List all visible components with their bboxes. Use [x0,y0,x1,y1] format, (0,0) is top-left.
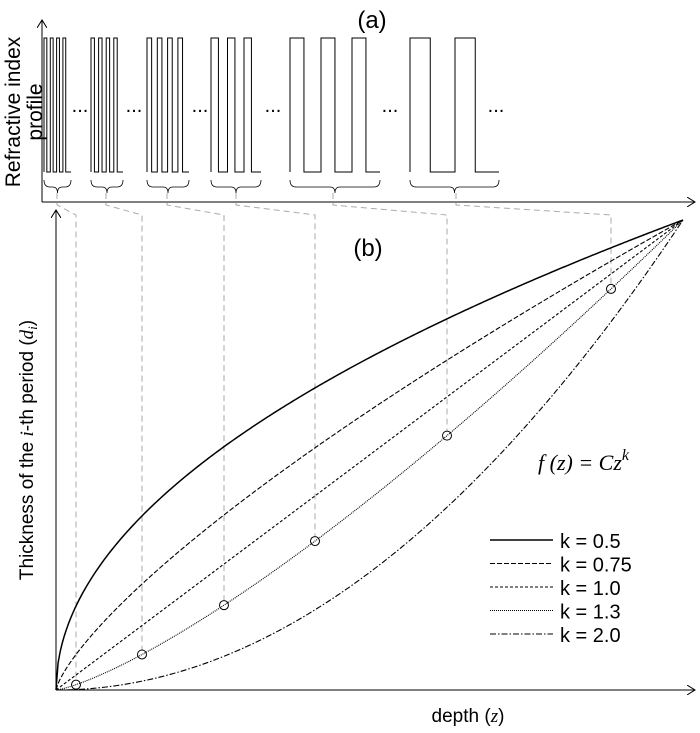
circle-marker [310,536,320,547]
guide-line [166,193,225,601]
ellipsis-group: .................. [72,95,505,117]
circle-marker [71,679,81,690]
legend-label: k = 0.5 [560,531,621,553]
ellipsis: ... [126,95,143,117]
panel-a-ylabel-line1: Refractive index [2,36,25,187]
curve-k-0.75 [55,219,684,691]
panel-b-xlabel: depth (z) [432,706,505,727]
panel-b-label: (b) [353,235,382,262]
curve-k-1 [55,219,684,691]
brace [210,179,262,194]
ellipsis: ... [265,95,282,117]
pulse-group [90,37,123,173]
brace [289,179,381,194]
circle-marker [606,283,616,294]
legend-label: k = 1.0 [560,578,621,600]
ellipsis: ... [488,95,505,117]
pulse-group [409,37,499,173]
curve-k-1.3 [55,219,684,691]
curve-k-0.5 [55,219,684,691]
pulse-group [289,37,380,173]
circle-marker [137,649,147,660]
panel-a-ylabel-line2: profile [24,83,47,140]
ellipsis: ... [382,95,399,117]
brace [409,179,500,194]
pulse-group [210,37,261,173]
guide-line [56,193,77,681]
guide-line [235,193,316,537]
refractive-index-profile [43,37,500,194]
circle-marker [442,430,452,441]
guide-line [332,193,448,432]
ellipsis: ... [72,95,89,117]
legend-label: k = 0.75 [560,555,632,577]
legend-label: k = 2.0 [560,625,621,647]
guide-lines [56,193,612,681]
formula: f (z) = Czk [538,447,630,475]
guide-line [455,193,612,285]
curves [55,219,684,691]
panel-a-label: (a) [357,7,386,34]
brace [146,179,190,194]
circle-marker [219,600,229,611]
legend: k = 0.5k = 0.75k = 1.0k = 1.3k = 2.0 [490,531,632,647]
circle-markers [71,283,616,690]
brace [43,179,72,194]
curve-k-2 [55,219,684,691]
brace [90,179,124,194]
panel-b-ylabel: Thickness of the i-th period (di) [17,320,40,580]
pulse-group [146,37,189,173]
pulse-group [43,37,71,173]
legend-label: k = 1.3 [560,602,621,624]
ellipsis: ... [192,95,209,117]
guide-line [105,193,143,650]
